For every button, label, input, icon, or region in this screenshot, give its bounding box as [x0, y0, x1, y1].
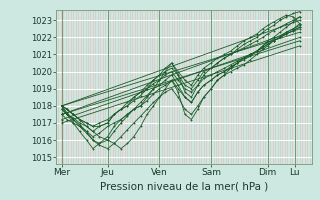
X-axis label: Pression niveau de la mer( hPa ): Pression niveau de la mer( hPa )	[100, 181, 268, 191]
